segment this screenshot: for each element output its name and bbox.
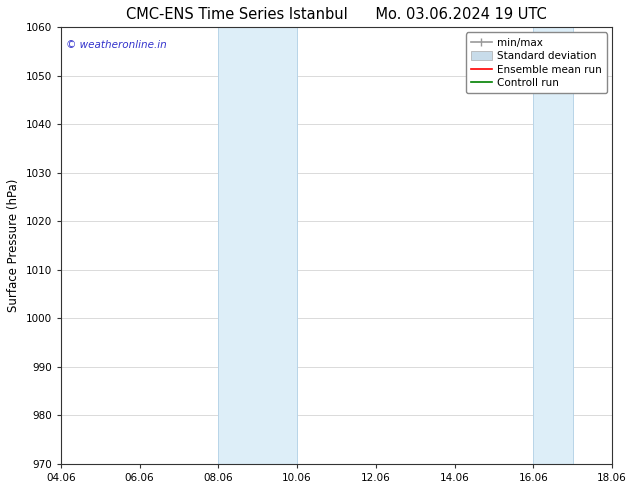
- Text: © weatheronline.in: © weatheronline.in: [67, 40, 167, 50]
- Y-axis label: Surface Pressure (hPa): Surface Pressure (hPa): [7, 179, 20, 312]
- Bar: [218, 27, 297, 464]
- Title: CMC-ENS Time Series Istanbul      Mo. 03.06.2024 19 UTC: CMC-ENS Time Series Istanbul Mo. 03.06.2…: [126, 7, 547, 22]
- Legend: min/max, Standard deviation, Ensemble mean run, Controll run: min/max, Standard deviation, Ensemble me…: [466, 32, 607, 93]
- Bar: [533, 27, 573, 464]
